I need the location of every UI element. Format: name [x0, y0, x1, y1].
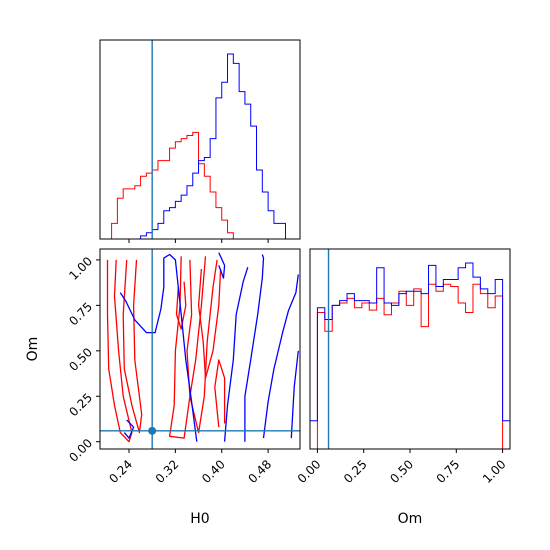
- contour-ytick-label: 0.25: [66, 390, 95, 419]
- om-hist-xtick-label: 0.75: [434, 457, 463, 486]
- om-hist-xtick-label: 0.00: [295, 457, 324, 486]
- blue-contour-line: [244, 254, 265, 442]
- contour-xtick-label: 0.48: [245, 457, 274, 486]
- h0-x-axis-label: H0: [190, 511, 209, 527]
- blue-contour-line: [218, 252, 226, 279]
- om-y-axis-label: Om: [25, 337, 41, 362]
- contour-xtick-label: 0.40: [199, 457, 228, 486]
- h0-red-hist: [105, 131, 292, 240]
- h0-hist-frame: [99, 39, 301, 240]
- om-hist-xtick-label: 1.00: [480, 457, 509, 486]
- contour-frame: [99, 248, 301, 450]
- om-blue-hist: [309, 262, 511, 449]
- red-contour-line: [197, 268, 222, 379]
- blue-contour-line: [262, 274, 299, 439]
- om-hist-xtick-label: 0.50: [387, 457, 416, 486]
- om-hist-xtick-label: 0.25: [341, 457, 370, 486]
- blue-contour-line: [290, 350, 299, 439]
- contour-ytick-label: 0.00: [66, 436, 95, 465]
- blue-contour-line: [123, 419, 135, 439]
- red-contour-line: [106, 259, 133, 443]
- red-contour-line: [214, 359, 226, 428]
- contour-xtick-label: 0.24: [106, 457, 135, 486]
- contour-ytick-label: 0.75: [66, 300, 95, 329]
- red-contour-line: [122, 259, 143, 434]
- contour-ytick-label: 1.00: [66, 254, 95, 283]
- blue-contour-line: [119, 253, 198, 442]
- h0-histogram-panel: [99, 39, 301, 243]
- om-x-axis-label: Om: [398, 511, 423, 527]
- red-contour-line: [186, 259, 218, 434]
- om-red-hist: [310, 283, 510, 450]
- blue-contour-line: [223, 267, 249, 442]
- contour-xtick-label: 0.32: [153, 457, 182, 486]
- red-contour-line: [175, 281, 187, 330]
- h0-blue-hist: [105, 53, 292, 240]
- contour-lines: [106, 252, 299, 443]
- contour-ytick-label: 0.50: [66, 345, 95, 374]
- om-histogram-panel: 0.00 0.25 0.50 0.75 1.00 Om: [295, 248, 511, 527]
- red-contour-line: [168, 256, 207, 439]
- h0-om-contour-panel: 0.24 0.32 0.40 0.48 0.00 0.25 0.50 0.75 1.00 H0 Om: [25, 248, 301, 527]
- truth-point: [148, 426, 157, 435]
